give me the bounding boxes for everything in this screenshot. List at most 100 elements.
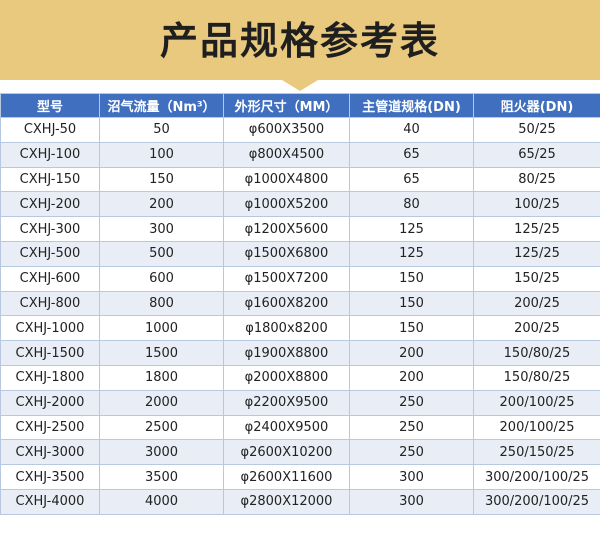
table-row: CXHJ-1000 1000 φ1800x8200 150 200/25 <box>0 315 600 342</box>
table-row: CXHJ-600 600 φ1500X7200 150 150/25 <box>0 265 600 292</box>
cell-model: CXHJ-1000 <box>0 315 100 342</box>
cell-dimensions: φ1900X8800 <box>223 340 350 366</box>
cell-main-pipe: 80 <box>349 191 474 218</box>
cell-flame-arrester: 50/25 <box>473 117 600 143</box>
cell-gas-flow: 600 <box>99 265 224 292</box>
cell-flame-arrester: 200/25 <box>473 290 600 317</box>
table-row: CXHJ-3500 3500 φ2600X11600 300 300/200/100/2… <box>0 464 600 490</box>
cell-model: CXHJ-500 <box>0 240 100 267</box>
cell-flame-arrester: 200/100/25 <box>473 389 600 416</box>
cell-model: CXHJ-1800 <box>0 364 100 391</box>
cell-model: CXHJ-3500 <box>0 464 100 490</box>
cell-main-pipe: 40 <box>349 117 474 143</box>
table-row: CXHJ-150 150 φ1000X4800 65 80/25 <box>0 166 600 193</box>
spec-table: 型号 沼气流量（Nm³） 外形尺寸（MM） 主管道规格(DN) 阻火器(DN) … <box>0 93 600 515</box>
cell-gas-flow: 500 <box>99 240 224 267</box>
cell-main-pipe: 250 <box>349 439 474 466</box>
cell-flame-arrester: 300/200/100/25 <box>473 464 600 490</box>
table-row: CXHJ-500 500 φ1500X6800 125 125/25 <box>0 240 600 267</box>
table-row: CXHJ-100 100 φ800X4500 65 65/25 <box>0 141 600 168</box>
cell-model: CXHJ-1500 <box>0 340 100 366</box>
cell-model: CXHJ-150 <box>0 166 100 193</box>
cell-main-pipe: 300 <box>349 488 474 515</box>
cell-dimensions: φ2600X10200 <box>223 439 350 466</box>
cell-model: CXHJ-2000 <box>0 389 100 416</box>
cell-dimensions: φ2400X9500 <box>223 414 350 441</box>
cell-flame-arrester: 200/25 <box>473 315 600 342</box>
spec-table-container: 型号 沼气流量（Nm³） 外形尺寸（MM） 主管道规格(DN) 阻火器(DN) … <box>0 93 600 515</box>
cell-model: CXHJ-4000 <box>0 488 100 515</box>
cell-dimensions: φ1000X5200 <box>223 191 350 218</box>
table-row: CXHJ-300 300 φ1200X5600 125 125/25 <box>0 216 600 242</box>
header-model: 型号 <box>0 93 100 118</box>
cell-dimensions: φ2600X11600 <box>223 464 350 490</box>
cell-gas-flow: 200 <box>99 191 224 218</box>
cell-dimensions: φ1500X7200 <box>223 265 350 292</box>
cell-flame-arrester: 250/150/25 <box>473 439 600 466</box>
banner-pointer <box>282 80 318 91</box>
cell-main-pipe: 250 <box>349 414 474 441</box>
table-row: CXHJ-1500 1500 φ1900X8800 200 150/80/25 <box>0 340 600 366</box>
cell-model: CXHJ-200 <box>0 191 100 218</box>
cell-flame-arrester: 65/25 <box>473 141 600 168</box>
table-row: CXHJ-50 50 φ600X3500 40 50/25 <box>0 117 600 143</box>
cell-flame-arrester: 150/80/25 <box>473 340 600 366</box>
cell-main-pipe: 65 <box>349 141 474 168</box>
cell-gas-flow: 50 <box>99 117 224 143</box>
cell-main-pipe: 125 <box>349 216 474 242</box>
cell-flame-arrester: 150/25 <box>473 265 600 292</box>
cell-main-pipe: 200 <box>349 340 474 366</box>
cell-gas-flow: 4000 <box>99 488 224 515</box>
cell-flame-arrester: 80/25 <box>473 166 600 193</box>
header-dimensions: 外形尺寸（MM） <box>223 93 350 118</box>
cell-main-pipe: 150 <box>349 315 474 342</box>
cell-main-pipe: 125 <box>349 240 474 267</box>
cell-gas-flow: 2000 <box>99 389 224 416</box>
cell-main-pipe: 200 <box>349 364 474 391</box>
cell-dimensions: φ600X3500 <box>223 117 350 143</box>
title-banner: 产品规格参考表 <box>0 0 600 80</box>
cell-gas-flow: 3500 <box>99 464 224 490</box>
table-row: CXHJ-1800 1800 φ2000X8800 200 150/80/25 <box>0 364 600 391</box>
cell-dimensions: φ2200X9500 <box>223 389 350 416</box>
cell-dimensions: φ1600X8200 <box>223 290 350 317</box>
cell-main-pipe: 65 <box>349 166 474 193</box>
cell-flame-arrester: 125/25 <box>473 216 600 242</box>
cell-gas-flow: 3000 <box>99 439 224 466</box>
cell-flame-arrester: 125/25 <box>473 240 600 267</box>
cell-gas-flow: 2500 <box>99 414 224 441</box>
cell-gas-flow: 300 <box>99 216 224 242</box>
cell-gas-flow: 1500 <box>99 340 224 366</box>
cell-flame-arrester: 100/25 <box>473 191 600 218</box>
cell-dimensions: φ800X4500 <box>223 141 350 168</box>
cell-dimensions: φ1200X5600 <box>223 216 350 242</box>
cell-main-pipe: 250 <box>349 389 474 416</box>
table-row: CXHJ-200 200 φ1000X5200 80 100/25 <box>0 191 600 218</box>
cell-dimensions: φ2800X12000 <box>223 488 350 515</box>
header-gas-flow: 沼气流量（Nm³） <box>99 93 224 118</box>
cell-flame-arrester: 150/80/25 <box>473 364 600 391</box>
cell-flame-arrester: 200/100/25 <box>473 414 600 441</box>
cell-model: CXHJ-2500 <box>0 414 100 441</box>
table-row: CXHJ-800 800 φ1600X8200 150 200/25 <box>0 290 600 317</box>
cell-model: CXHJ-3000 <box>0 439 100 466</box>
cell-gas-flow: 150 <box>99 166 224 193</box>
cell-gas-flow: 100 <box>99 141 224 168</box>
page-title: 产品规格参考表 <box>159 19 440 63</box>
cell-main-pipe: 150 <box>349 290 474 317</box>
cell-dimensions: φ1500X6800 <box>223 240 350 267</box>
table-row: CXHJ-2000 2000 φ2200X9500 250 200/100/25 <box>0 389 600 416</box>
table-row: CXHJ-2500 2500 φ2400X9500 250 200/100/25 <box>0 414 600 441</box>
cell-model: CXHJ-50 <box>0 117 100 143</box>
cell-model: CXHJ-800 <box>0 290 100 317</box>
header-main-pipe: 主管道规格(DN) <box>349 93 474 118</box>
header-flame-arrester: 阻火器(DN) <box>473 93 600 118</box>
cell-gas-flow: 1000 <box>99 315 224 342</box>
table-header-row: 型号 沼气流量（Nm³） 外形尺寸（MM） 主管道规格(DN) 阻火器(DN) <box>0 93 600 118</box>
cell-gas-flow: 1800 <box>99 364 224 391</box>
cell-model: CXHJ-300 <box>0 216 100 242</box>
cell-main-pipe: 300 <box>349 464 474 490</box>
cell-model: CXHJ-600 <box>0 265 100 292</box>
table-row: CXHJ-4000 4000 φ2800X12000 300 300/200/100/2… <box>0 488 600 515</box>
cell-dimensions: φ1800x8200 <box>223 315 350 342</box>
